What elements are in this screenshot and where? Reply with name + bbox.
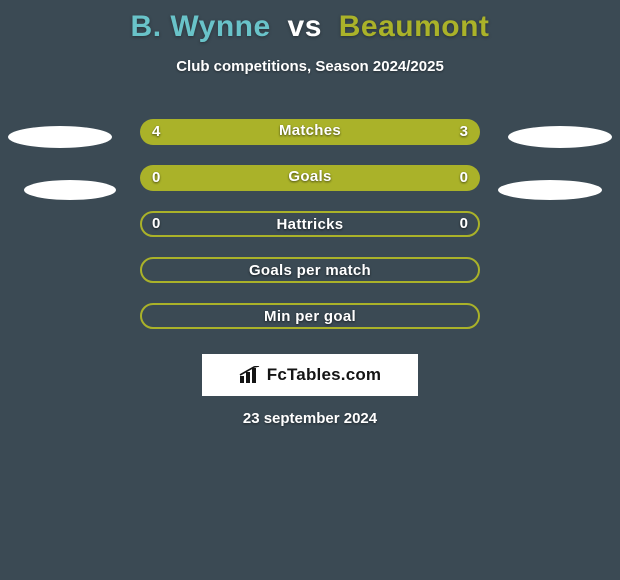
stat-pill: Matches (140, 119, 480, 145)
stat-row: Goals 0 0 (0, 155, 620, 201)
stat-row: Hattricks 0 0 (0, 201, 620, 247)
source-text: FcTables.com (267, 365, 382, 385)
barchart-icon (239, 366, 261, 384)
stat-pill: Goals (140, 165, 480, 191)
comparison-card: B. Wynne vs Beaumont Club competitions, … (0, 0, 620, 580)
stat-value-left: 0 (152, 215, 160, 232)
stat-label: Goals (140, 168, 480, 185)
stat-label: Hattricks (142, 216, 478, 233)
stat-pill: Min per goal (140, 303, 480, 329)
stat-row: Matches 4 3 (0, 109, 620, 155)
stat-rows: Matches 4 3 Goals 0 0 Hattricks 0 0 Goal… (0, 109, 620, 339)
player-b-name: Beaumont (339, 10, 490, 43)
player-a-name: B. Wynne (131, 10, 271, 43)
stat-pill: Goals per match (140, 257, 480, 283)
stat-value-right: 0 (460, 215, 468, 232)
stat-row: Goals per match (0, 247, 620, 293)
vs-separator: vs (288, 10, 322, 43)
stat-value-left: 0 (152, 169, 160, 186)
stat-value-left: 4 (152, 123, 160, 140)
stat-label: Goals per match (142, 262, 478, 279)
stat-pill: Hattricks (140, 211, 480, 237)
stat-value-right: 3 (460, 123, 468, 140)
title: B. Wynne vs Beaumont (0, 0, 620, 44)
stat-label: Matches (140, 122, 480, 139)
stat-label: Min per goal (142, 308, 478, 325)
stat-row: Min per goal (0, 293, 620, 339)
subtitle: Club competitions, Season 2024/2025 (0, 58, 620, 75)
stat-value-right: 0 (460, 169, 468, 186)
date-text: 23 september 2024 (0, 410, 620, 427)
source-badge: FcTables.com (202, 354, 418, 396)
